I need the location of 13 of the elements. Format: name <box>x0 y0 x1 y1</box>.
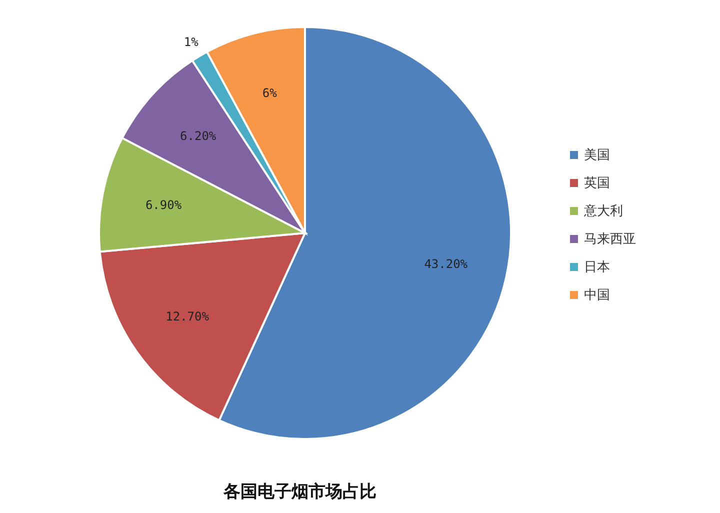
data-label: 6% <box>262 86 278 100</box>
legend-label: 日本 <box>584 260 610 275</box>
data-label: 6.90% <box>145 198 182 212</box>
data-label: 1% <box>184 34 200 49</box>
legend-label: 中国 <box>584 288 610 303</box>
text: 各国电子烟市场占比 <box>222 482 376 502</box>
legend-label: 英国 <box>584 176 610 191</box>
legend-label: 美国 <box>584 147 610 163</box>
data-label: 6.20% <box>180 129 217 144</box>
legend-label: 意大利 <box>583 204 623 219</box>
data-label: 43.20% <box>424 256 468 271</box>
data-label: 12.70% <box>166 309 210 324</box>
legend-label: 马来西亚 <box>584 232 636 247</box>
